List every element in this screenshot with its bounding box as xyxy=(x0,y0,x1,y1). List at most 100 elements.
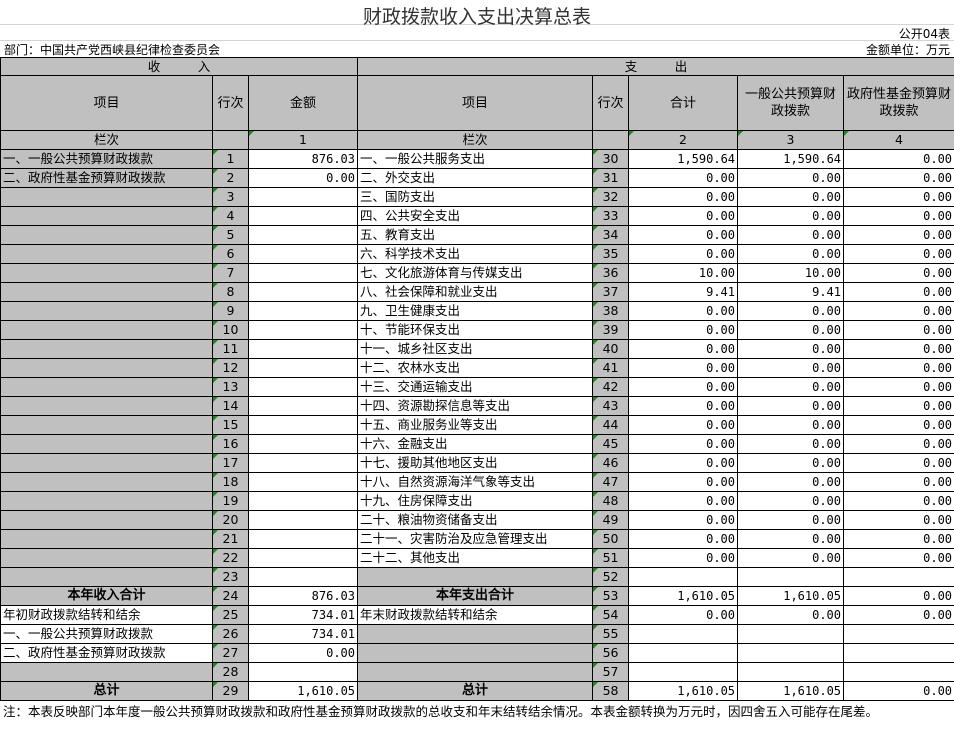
expense-item[interactable]: 十八、自然资源海洋气象等支出 xyxy=(357,472,594,492)
expense-total[interactable]: 0.00 xyxy=(628,529,739,549)
expense-general[interactable] xyxy=(737,643,845,663)
expense-item[interactable]: 十三、交通运输支出 xyxy=(357,377,594,397)
expense-fund[interactable]: 0.00 xyxy=(843,453,954,473)
expense-general[interactable]: 0.00 xyxy=(737,605,845,625)
income-line[interactable]: 8 xyxy=(212,282,249,302)
expense-item[interactable]: 二十一、灾害防治及应急管理支出 xyxy=(357,529,594,549)
income-line[interactable]: 5 xyxy=(212,225,249,245)
expense-line[interactable]: 39 xyxy=(592,320,630,340)
income-item[interactable] xyxy=(0,263,213,283)
expense-total[interactable] xyxy=(628,567,739,587)
income-item[interactable] xyxy=(0,225,213,245)
income-amount[interactable] xyxy=(247,548,359,568)
expense-fund[interactable]: 0.00 xyxy=(843,244,954,264)
expense-total[interactable]: 0.00 xyxy=(628,434,739,454)
expense-line[interactable]: 51 xyxy=(592,548,630,568)
expense-general[interactable]: 1,590.64 xyxy=(737,149,845,169)
expense-general[interactable]: 0.00 xyxy=(737,529,845,549)
income-item[interactable]: 二、政府性基金预算财政拨款 xyxy=(0,643,213,663)
expense-line[interactable]: 34 xyxy=(592,225,630,245)
income-amount[interactable] xyxy=(247,453,359,473)
expense-total[interactable]: 0.00 xyxy=(628,225,739,245)
income-line[interactable]: 29 xyxy=(212,681,249,701)
income-amount[interactable] xyxy=(247,491,359,511)
expense-item[interactable]: 三、国防支出 xyxy=(357,187,594,207)
income-amount[interactable]: 0.00 xyxy=(247,168,359,188)
expense-general[interactable]: 0.00 xyxy=(737,434,845,454)
income-amount[interactable] xyxy=(247,662,359,682)
expense-fund[interactable]: 0.00 xyxy=(843,510,954,530)
expense-line[interactable]: 30 xyxy=(592,149,630,169)
expense-fund[interactable]: 0.00 xyxy=(843,396,954,416)
expense-fund[interactable]: 0.00 xyxy=(843,472,954,492)
expense-item[interactable]: 二、外交支出 xyxy=(357,168,594,188)
expense-general[interactable]: 1,610.05 xyxy=(737,681,845,701)
expense-line[interactable]: 55 xyxy=(592,624,630,644)
income-line[interactable]: 25 xyxy=(212,605,249,625)
income-line[interactable]: 9 xyxy=(212,301,249,321)
expense-general[interactable]: 0.00 xyxy=(737,453,845,473)
expense-item[interactable]: 总计 xyxy=(357,681,594,701)
expense-general[interactable]: 0.00 xyxy=(737,510,845,530)
expense-line[interactable]: 33 xyxy=(592,206,630,226)
income-item[interactable] xyxy=(0,567,213,587)
expense-fund[interactable]: 0.00 xyxy=(843,605,954,625)
income-amount[interactable]: 1,610.05 xyxy=(247,681,359,701)
expense-item[interactable]: 八、社会保障和就业支出 xyxy=(357,282,594,302)
expense-line[interactable]: 48 xyxy=(592,491,630,511)
expense-line[interactable]: 56 xyxy=(592,643,630,663)
expense-line[interactable]: 52 xyxy=(592,567,630,587)
income-item[interactable] xyxy=(0,244,213,264)
expense-total[interactable] xyxy=(628,624,739,644)
expense-line[interactable]: 58 xyxy=(592,681,630,701)
expense-total[interactable]: 10.00 xyxy=(628,263,739,283)
expense-general[interactable]: 0.00 xyxy=(737,491,845,511)
income-item[interactable] xyxy=(0,453,213,473)
expense-line[interactable]: 54 xyxy=(592,605,630,625)
expense-item[interactable]: 四、公共安全支出 xyxy=(357,206,594,226)
expense-line[interactable]: 35 xyxy=(592,244,630,264)
expense-total[interactable]: 0.00 xyxy=(628,244,739,264)
expense-total[interactable]: 1,590.64 xyxy=(628,149,739,169)
expense-item[interactable]: 七、文化旅游体育与传媒支出 xyxy=(357,263,594,283)
income-item[interactable] xyxy=(0,282,213,302)
expense-fund[interactable]: 0.00 xyxy=(843,586,954,606)
expense-line[interactable]: 38 xyxy=(592,301,630,321)
expense-fund[interactable]: 0.00 xyxy=(843,339,954,359)
income-amount[interactable]: 734.01 xyxy=(247,624,359,644)
income-item[interactable] xyxy=(0,548,213,568)
income-line[interactable]: 14 xyxy=(212,396,249,416)
expense-general[interactable]: 10.00 xyxy=(737,263,845,283)
expense-fund[interactable] xyxy=(843,643,954,663)
expense-item[interactable]: 二十二、其他支出 xyxy=(357,548,594,568)
income-item[interactable]: 一、一般公共预算财政拨款 xyxy=(0,624,213,644)
expense-general[interactable]: 0.00 xyxy=(737,187,845,207)
income-line[interactable]: 18 xyxy=(212,472,249,492)
expense-fund[interactable]: 0.00 xyxy=(843,301,954,321)
expense-fund[interactable]: 0.00 xyxy=(843,168,954,188)
expense-line[interactable]: 57 xyxy=(592,662,630,682)
expense-general[interactable]: 0.00 xyxy=(737,548,845,568)
income-amount[interactable] xyxy=(247,282,359,302)
income-amount[interactable]: 876.03 xyxy=(247,586,359,606)
income-amount[interactable] xyxy=(247,244,359,264)
expense-item[interactable]: 本年支出合计 xyxy=(357,586,594,606)
expense-line[interactable]: 42 xyxy=(592,377,630,397)
income-line[interactable]: 11 xyxy=(212,339,249,359)
expense-general[interactable] xyxy=(737,624,845,644)
income-item[interactable]: 总计 xyxy=(0,681,213,701)
expense-total[interactable]: 9.41 xyxy=(628,282,739,302)
expense-total[interactable]: 0.00 xyxy=(628,168,739,188)
expense-general[interactable]: 9.41 xyxy=(737,282,845,302)
income-line[interactable]: 19 xyxy=(212,491,249,511)
expense-line[interactable]: 36 xyxy=(592,263,630,283)
income-line[interactable]: 20 xyxy=(212,510,249,530)
income-line[interactable]: 26 xyxy=(212,624,249,644)
income-amount[interactable] xyxy=(247,567,359,587)
expense-item[interactable]: 九、卫生健康支出 xyxy=(357,301,594,321)
expense-total[interactable]: 0.00 xyxy=(628,320,739,340)
expense-line[interactable]: 50 xyxy=(592,529,630,549)
expense-total[interactable]: 0.00 xyxy=(628,472,739,492)
expense-line[interactable]: 41 xyxy=(592,358,630,378)
expense-general[interactable]: 0.00 xyxy=(737,358,845,378)
